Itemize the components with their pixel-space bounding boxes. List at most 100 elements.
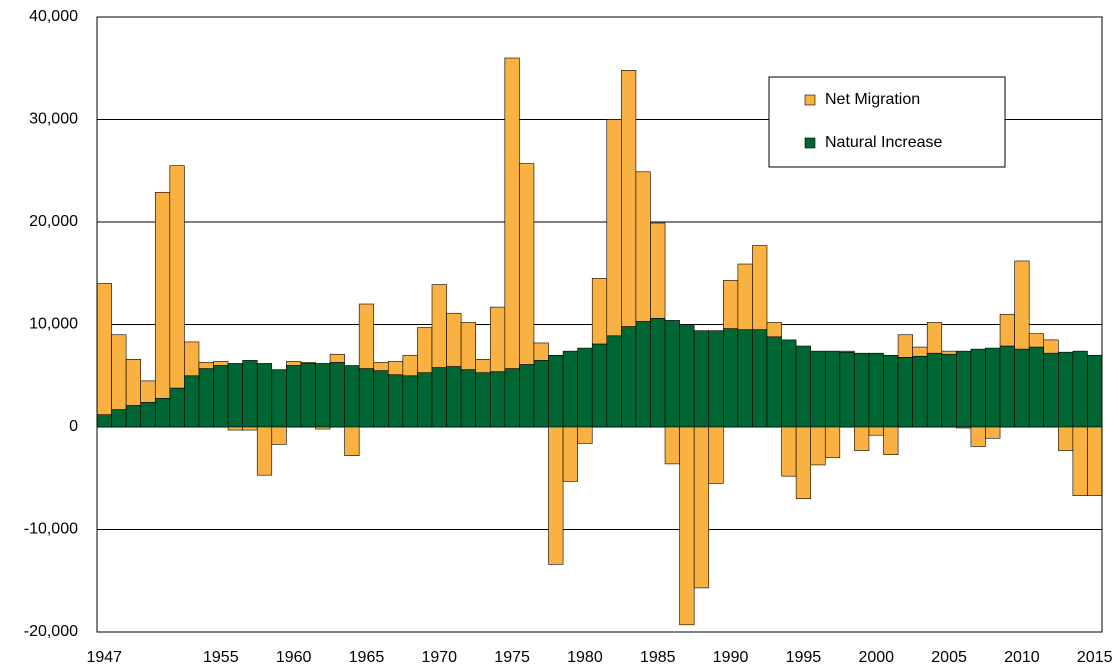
y-tick-label: -20,000: [24, 623, 78, 640]
bar: [970, 348, 986, 428]
bar: [402, 375, 418, 428]
x-tick-label: 2010: [1004, 649, 1040, 666]
y-tick-label: 0: [69, 418, 78, 435]
bar: [198, 368, 214, 428]
bar: [708, 426, 724, 484]
bar: [242, 360, 258, 428]
bar: [752, 329, 768, 428]
bar: [1072, 350, 1088, 428]
x-tick-label: 1947: [86, 649, 122, 666]
bar: [810, 350, 826, 428]
bar: [664, 320, 680, 428]
bar: [956, 350, 972, 428]
y-tick-label: 40,000: [29, 8, 78, 25]
bar: [431, 284, 447, 368]
bar: [227, 363, 243, 428]
bar: [941, 350, 957, 355]
bar: [562, 350, 578, 428]
bar: [125, 405, 141, 428]
bar: [795, 345, 811, 428]
bar: [154, 191, 171, 399]
bar: [329, 362, 345, 428]
x-tick-label: 1990: [713, 649, 749, 666]
bar: [315, 426, 331, 430]
bar: [373, 370, 389, 428]
bar: [111, 334, 127, 410]
bar: [154, 397, 171, 428]
bar: [489, 306, 506, 372]
bar: [1072, 426, 1088, 496]
bar: [999, 313, 1015, 347]
bar: [388, 374, 404, 428]
bar: [446, 312, 462, 367]
bar: [650, 222, 666, 319]
bar: [533, 360, 549, 428]
bar: [693, 426, 710, 589]
bar: [504, 368, 520, 428]
bar: [606, 119, 622, 337]
bar: [650, 318, 666, 428]
x-tick-label: 1995: [786, 649, 822, 666]
bar: [708, 330, 724, 428]
bar: [242, 426, 258, 431]
bar: [271, 369, 287, 428]
bar: [184, 341, 200, 377]
bar: [679, 426, 695, 626]
bar: [140, 380, 156, 403]
bar: [897, 356, 913, 428]
bar: [373, 362, 389, 371]
bar: [417, 327, 433, 373]
bar: [926, 352, 943, 428]
bar: [227, 426, 243, 431]
bar: [1028, 346, 1045, 428]
bar: [519, 163, 535, 365]
legend-marker: [804, 137, 816, 149]
bar: [766, 336, 782, 428]
bar: [125, 359, 141, 406]
x-tick-label: 2015: [1077, 649, 1113, 666]
bar: [286, 365, 302, 428]
bar: [737, 329, 753, 428]
bar: [533, 342, 549, 361]
bar: [184, 375, 200, 428]
bar: [621, 70, 637, 327]
bar: [591, 343, 608, 428]
bar: [664, 426, 680, 465]
bar: [169, 165, 185, 389]
bar: [606, 335, 622, 428]
bar: [329, 353, 345, 363]
bar: [868, 352, 884, 428]
y-tick-label: 10,000: [29, 316, 78, 333]
bar: [1043, 352, 1059, 428]
bar: [810, 426, 826, 466]
bar: [1014, 260, 1030, 350]
x-tick-label: 1965: [349, 649, 385, 666]
bar: [868, 426, 884, 436]
bar: [1028, 333, 1045, 348]
bar: [446, 366, 462, 428]
bar: [737, 263, 753, 330]
bar: [198, 362, 214, 369]
bar: [1043, 339, 1059, 354]
bar: [1058, 426, 1074, 451]
bar: [591, 278, 608, 345]
bar: [912, 355, 928, 428]
plot-border: [96, 16, 1103, 633]
bar: [489, 371, 506, 428]
y-tick-label: 30,000: [29, 111, 78, 128]
y-tick-label: -10,000: [24, 521, 78, 538]
bar: [1087, 354, 1103, 428]
x-tick-label: 1960: [276, 649, 312, 666]
bar: [883, 354, 899, 428]
bar: [256, 426, 273, 476]
bar: [999, 345, 1015, 428]
bar: [256, 363, 273, 428]
bar: [577, 347, 593, 428]
x-tick-label: 1985: [640, 649, 676, 666]
bar: [883, 426, 899, 455]
bar: [504, 57, 520, 369]
bar: [431, 367, 447, 428]
bar: [548, 426, 564, 565]
bar: [213, 365, 229, 428]
bar: [96, 414, 112, 428]
